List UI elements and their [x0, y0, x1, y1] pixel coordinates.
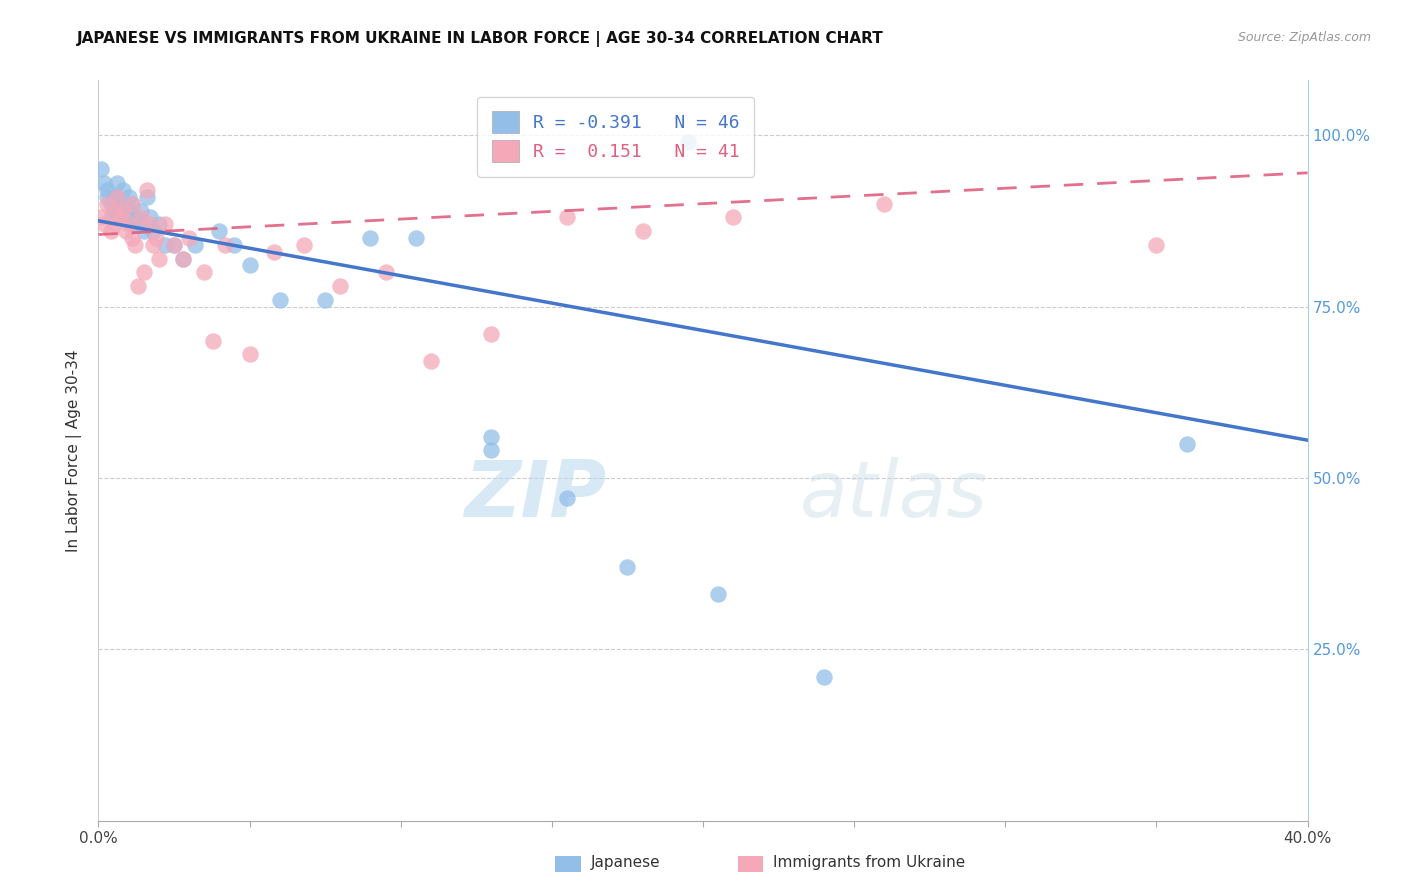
Point — [172, 252, 194, 266]
Point — [631, 224, 654, 238]
Point — [153, 237, 176, 252]
Point — [103, 190, 125, 204]
Point — [127, 279, 149, 293]
Point — [148, 252, 170, 266]
Point — [121, 217, 143, 231]
Point — [153, 217, 176, 231]
Text: Japanese: Japanese — [591, 855, 661, 870]
Point — [96, 183, 118, 197]
Point — [184, 237, 207, 252]
Point — [163, 237, 186, 252]
Point — [202, 334, 225, 348]
Text: Source: ZipAtlas.com: Source: ZipAtlas.com — [1237, 31, 1371, 45]
Point — [118, 203, 141, 218]
Point — [481, 443, 503, 458]
Point — [269, 293, 291, 307]
Point — [129, 203, 152, 218]
Point — [139, 217, 162, 231]
Point — [127, 217, 149, 231]
Point — [135, 183, 157, 197]
Point — [405, 231, 427, 245]
Text: atlas: atlas — [800, 457, 987, 533]
Point — [105, 190, 128, 204]
Point — [813, 670, 835, 684]
Point — [873, 196, 896, 211]
Point — [329, 279, 352, 293]
Point — [100, 196, 122, 211]
Point — [172, 252, 194, 266]
Text: JAPANESE VS IMMIGRANTS FROM UKRAINE IN LABOR FORCE | AGE 30-34 CORRELATION CHART: JAPANESE VS IMMIGRANTS FROM UKRAINE IN L… — [77, 31, 884, 47]
Point — [100, 211, 122, 225]
Point — [374, 265, 396, 279]
Point — [481, 430, 503, 444]
Point — [360, 231, 382, 245]
Point — [111, 183, 134, 197]
Point — [111, 203, 134, 218]
Point — [103, 203, 125, 218]
Point — [292, 237, 315, 252]
Point — [1175, 436, 1198, 450]
Point — [707, 587, 730, 601]
Point — [214, 237, 236, 252]
Point — [239, 259, 262, 273]
Point — [105, 176, 128, 190]
Point — [118, 190, 141, 204]
Point — [118, 217, 141, 231]
Text: Immigrants from Ukraine: Immigrants from Ukraine — [773, 855, 966, 870]
Point — [100, 224, 122, 238]
Point — [555, 491, 578, 506]
Point — [93, 176, 115, 190]
Point — [616, 560, 638, 574]
Point — [132, 265, 155, 279]
Point — [142, 237, 165, 252]
Point — [121, 196, 143, 211]
Text: ZIP: ZIP — [464, 457, 606, 533]
Point — [148, 217, 170, 231]
Point — [114, 224, 136, 238]
Point — [179, 231, 201, 245]
Point — [111, 203, 134, 218]
Legend: R = -0.391   N = 46, R =  0.151   N = 41: R = -0.391 N = 46, R = 0.151 N = 41 — [478, 96, 755, 177]
Point — [96, 190, 118, 204]
Point — [239, 347, 262, 361]
Y-axis label: In Labor Force | Age 30-34: In Labor Force | Age 30-34 — [66, 349, 83, 552]
Point — [103, 217, 125, 231]
Point — [108, 211, 131, 225]
Point — [555, 211, 578, 225]
Point — [93, 217, 115, 231]
Point — [90, 211, 112, 225]
Point — [90, 162, 112, 177]
Point — [108, 211, 131, 225]
Point — [723, 211, 745, 225]
Point — [103, 203, 125, 218]
Point — [132, 224, 155, 238]
Point — [139, 211, 162, 225]
Point — [314, 293, 336, 307]
Point — [163, 237, 186, 252]
Point — [1144, 237, 1167, 252]
Point — [108, 196, 131, 211]
Point — [114, 211, 136, 225]
Point — [129, 211, 152, 225]
Point — [96, 196, 118, 211]
Point — [135, 190, 157, 204]
Point — [142, 224, 165, 238]
Point — [420, 354, 443, 368]
Point — [145, 231, 167, 245]
Point — [121, 196, 143, 211]
Point — [481, 326, 503, 341]
Point — [121, 231, 143, 245]
Point — [676, 135, 699, 149]
Point — [193, 265, 215, 279]
Point — [224, 237, 246, 252]
Point — [208, 224, 231, 238]
Point — [263, 244, 285, 259]
Point — [124, 237, 146, 252]
Point — [105, 190, 128, 204]
Point — [124, 211, 146, 225]
